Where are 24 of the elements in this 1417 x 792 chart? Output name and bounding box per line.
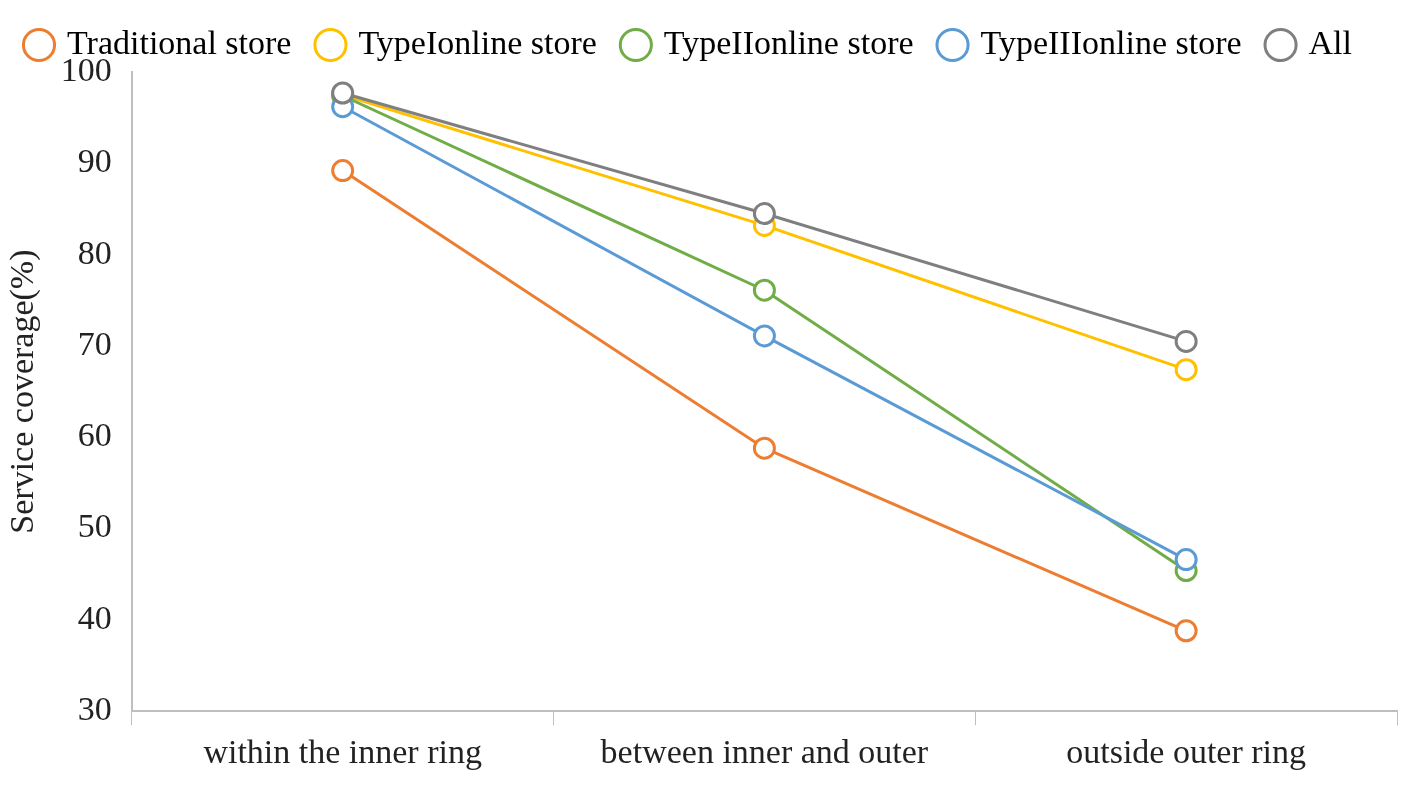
point — [752, 324, 776, 348]
point — [1174, 619, 1198, 643]
point — [1174, 329, 1198, 353]
y-tick-label: 40 — [77, 598, 112, 636]
y-axis-title: Service coverage(%) — [3, 249, 42, 534]
x-tick-label: within the inner ring — [203, 732, 482, 770]
y-tick-label: 50 — [77, 507, 112, 545]
point — [752, 202, 776, 226]
y-tick-label: 30 — [77, 690, 112, 728]
y-tick-label: 80 — [77, 233, 112, 271]
legend-label: TypeIIIonline store — [980, 23, 1242, 61]
point — [331, 159, 355, 183]
point — [1174, 358, 1198, 382]
y-tick-label: 90 — [77, 142, 112, 180]
legend-label: All — [1308, 23, 1353, 61]
point — [752, 278, 776, 302]
x-tick-label: between inner and outer — [600, 732, 929, 770]
legend-label: TypeIonline store — [358, 23, 597, 61]
y-tick-label: 70 — [77, 324, 112, 362]
x-tick-label: outside outer ring — [1066, 732, 1307, 770]
point — [752, 436, 776, 460]
point — [1174, 548, 1198, 572]
y-tick-label: 60 — [77, 416, 112, 454]
legend-label: TypeIIonline store — [663, 23, 914, 61]
